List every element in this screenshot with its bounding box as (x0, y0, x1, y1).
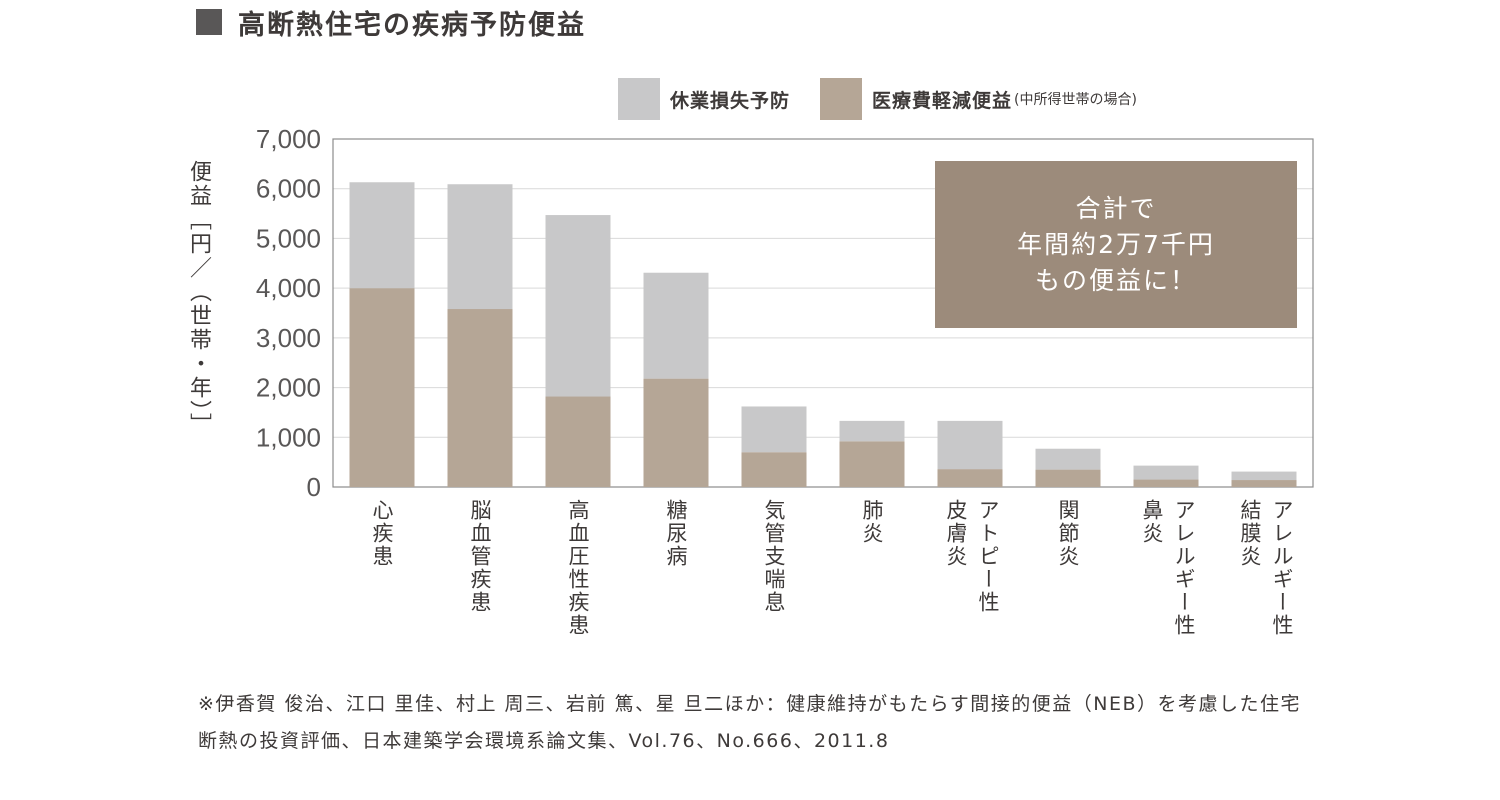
bar-medical (447, 309, 513, 487)
x-tick-label: 糖尿病 (664, 499, 688, 568)
legend-note-medical: (中所得世帯の場合) (1014, 92, 1137, 108)
y-tick-label: 3,000 (256, 323, 321, 353)
chart-title-block: 高断熱住宅の疾病予防便益 (196, 2, 586, 42)
bar-lost-work (1035, 448, 1101, 470)
bar-lost-work (839, 420, 905, 442)
callout-line-3: もの便益に！ (1034, 265, 1197, 295)
bar-lost-work (937, 420, 1003, 470)
source-footnote: ※伊香賀 俊治、江口 里佳、村上 周三、岩前 篤、星 旦二ほか：健康維持がもたら… (198, 693, 1301, 752)
plot-frame (332, 138, 1314, 488)
bar-medical (1035, 469, 1101, 487)
x-tick-label: 肺炎 (860, 499, 884, 545)
bar-medical (1231, 480, 1297, 487)
x-tick-label: 気管支喘息 (762, 499, 786, 614)
x-tick-label: 高血圧性疾患 (566, 499, 590, 637)
bar-medical (545, 396, 611, 487)
legend-label-medical: 医療費軽減便益 (872, 89, 1013, 112)
y-tick-label: 1,000 (256, 422, 321, 452)
bar-medical (643, 378, 709, 487)
x-tick-sublabel: アトピー性 (976, 499, 1000, 614)
bar-lost-work (741, 406, 807, 453)
callout-line-1: 合計で (1075, 193, 1157, 223)
title-square-icon (196, 9, 222, 35)
legend: 休業損失予防 医療費軽減便益 (中所得世帯の場合) (618, 78, 1167, 120)
legend-label-lost-work: 休業損失予防 (670, 89, 791, 112)
legend-swatch-medical (820, 78, 863, 120)
bar-lost-work (349, 182, 415, 289)
total-benefit-callout: 合計で 年間約2万7千円 もの便益に！ (935, 161, 1297, 328)
bar-lost-work (1231, 471, 1297, 481)
bar-lost-work (643, 272, 709, 379)
x-tick-sublabel: アレルギー性 (1270, 499, 1294, 637)
y-tick-label: 0 (307, 472, 321, 502)
y-tick-label: 4,000 (256, 273, 321, 303)
bar-medical (839, 441, 905, 487)
y-axis-label: 便益［円／（世帯・年）］ (186, 160, 211, 437)
legend-item-medical: 医療費軽減便益 (中所得世帯の場合) (820, 78, 1137, 120)
x-tick-label: 鼻炎 (1140, 499, 1164, 545)
x-tick-label: 心疾患 (370, 499, 394, 568)
y-tick-label: 6,000 (256, 174, 321, 204)
x-tick-label: 結膜炎 (1238, 499, 1262, 568)
bar-medical (937, 469, 1003, 487)
bar-chart: 0 1,000 2,000 3,000 4,000 5,000 6,000 7,000 心疾患 脳… (256, 124, 1314, 637)
bar-medical (741, 452, 807, 487)
chart-title: 高断熱住宅の疾病予防便益 (238, 9, 586, 41)
legend-item-lost-work: 休業損失予防 (618, 78, 790, 120)
bar-lost-work (447, 184, 513, 310)
legend-swatch-lost-work (618, 78, 660, 120)
x-tick-label: 皮膚炎 (944, 499, 968, 568)
bar-medical (349, 288, 415, 487)
x-tick-label: 脳血管疾患 (468, 499, 492, 614)
y-tick-label: 5,000 (256, 223, 321, 253)
callout-box (935, 161, 1297, 328)
y-tick-label: 7,000 (256, 124, 321, 154)
x-tick-label: 関節炎 (1056, 499, 1080, 568)
bar-medical (1133, 479, 1199, 487)
bar-lost-work (545, 215, 611, 397)
callout-line-2: 年間約2万7千円 (1017, 229, 1215, 259)
y-tick-label: 2,000 (256, 373, 321, 403)
x-tick-sublabel: アレルギー性 (1172, 499, 1196, 637)
bar-lost-work (1133, 465, 1199, 480)
